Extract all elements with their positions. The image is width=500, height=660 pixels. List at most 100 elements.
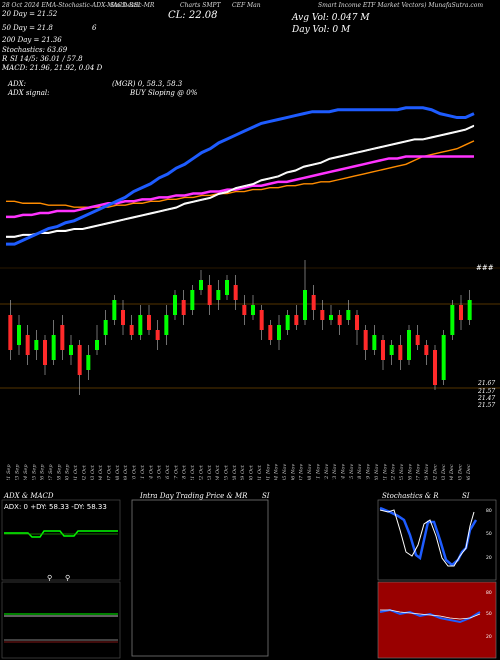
day-volume-label: Day Vol: 0 M — [292, 25, 351, 35]
date-tick-label: 03 Dec — [441, 464, 447, 480]
date-tick-label: 26 Nov — [407, 464, 413, 480]
adx-label: ADX: — [8, 80, 27, 88]
ema20-label: 20 Day = 21.52 — [2, 10, 58, 18]
date-tick-label: 04 Dec — [449, 464, 455, 480]
date-tick-label: 01 Nov — [265, 464, 271, 480]
date-tick-label: 05 Dec — [457, 464, 463, 480]
candle-body — [311, 295, 316, 310]
ema20-line — [6, 106, 475, 246]
candle-body — [337, 315, 342, 325]
candle-body — [138, 315, 143, 335]
candle-body — [459, 305, 463, 320]
date-tick-label: 29 Oct — [240, 464, 246, 480]
date-tick-label: 18 Nov — [357, 464, 363, 480]
adx-macd-title: ADX & MACD — [4, 492, 54, 500]
candle-body — [398, 345, 403, 360]
candle-body — [77, 345, 82, 375]
date-tick-label: 07 Nov — [299, 464, 305, 480]
candle-body — [407, 330, 411, 360]
candle-body — [346, 310, 351, 320]
rsi-r-label: R — [2, 55, 8, 63]
ema-magenta-line — [6, 155, 474, 219]
date-tick-label: 21 Nov — [382, 464, 388, 480]
candle-body — [467, 300, 472, 320]
candle-body — [415, 335, 420, 345]
chart-header-left: 28 Oct 2024 EMA-Stochastic-ADX-MACD-RSI — [2, 2, 141, 9]
date-tick-label: 08 Nov — [307, 464, 313, 480]
candle-body — [363, 330, 368, 350]
candle-body — [277, 325, 281, 340]
date-tick-label: 28 Oct — [232, 464, 238, 480]
date-tick-label: 30 Sep — [65, 464, 71, 480]
chart-link[interactable]: Charts SMPT — [180, 2, 221, 9]
candle-body — [34, 340, 39, 350]
svg-text:50: 50 — [486, 611, 492, 617]
avg-volume-label: Avg Vol: 0.047 M — [292, 13, 370, 23]
candle-body — [329, 315, 333, 320]
date-tick-label: 16 Oct — [165, 464, 171, 480]
date-tick-label: 02 Oct — [81, 464, 87, 480]
date-tick-label: 18 Oct — [182, 464, 188, 480]
date-tick-label: 07 Oct — [106, 464, 112, 480]
rsi-panel: 80 50 20 — [377, 581, 497, 659]
date-tick-label: 24 Sep — [23, 464, 29, 480]
intraday-title: Intra Day Trading Price & MR — [140, 492, 248, 500]
svg-text:20: 20 — [486, 634, 492, 640]
candle-body — [164, 315, 169, 335]
candle-body — [450, 305, 455, 335]
svg-text:80: 80 — [486, 590, 492, 596]
date-tick-label: 25 Sep — [31, 464, 37, 480]
date-tick-label: 27 Nov — [416, 464, 422, 480]
date-tick-label: 11 Nov — [315, 464, 321, 480]
candle-body — [25, 335, 30, 355]
ema200-label: 200 Day = 21.36 — [2, 36, 62, 44]
candle-body — [259, 310, 264, 330]
date-tick-label: 15 Oct — [157, 464, 163, 480]
date-tick-label: 23 Sep — [15, 464, 21, 480]
chart-header-fund: CEF Man — [232, 2, 261, 9]
price-label-4: 21.57 — [478, 402, 496, 409]
date-tick-label: 05 Nov — [282, 464, 288, 480]
date-tick-label: 14 Oct — [148, 464, 154, 480]
candle-body — [433, 350, 437, 385]
hash-price-label: ### — [476, 264, 494, 272]
stochastics-si: SI — [462, 492, 470, 500]
date-tick-label: 06 Nov — [290, 464, 296, 480]
candle-body — [251, 305, 255, 315]
price-label-2: 21.57 — [478, 388, 496, 395]
candle-body — [17, 325, 21, 345]
date-tick-label: 23 Oct — [207, 464, 213, 480]
price-label-1: 21.67 — [478, 380, 496, 387]
date-tick-label: 08 Oct — [115, 464, 121, 480]
date-tick-label: 12 Nov — [324, 464, 330, 480]
macd-panel — [1, 581, 121, 659]
date-tick-label: 04 Oct — [98, 464, 104, 480]
date-tick-label: 25 Nov — [399, 464, 405, 480]
date-tick-label: 10 Oct — [132, 464, 138, 480]
date-tick-label: 14 Nov — [340, 464, 346, 480]
intraday-si: SI — [262, 492, 270, 500]
adx-panel: ⚲ ⚲ — [1, 499, 121, 582]
candle-body — [389, 345, 394, 355]
macd-label: MACD: 21.96, 21.92, 0.04 D — [2, 64, 103, 72]
svg-text:50: 50 — [486, 531, 492, 537]
ema200-line — [6, 140, 475, 208]
candle-body — [173, 295, 177, 315]
date-tick-label: 13 Nov — [332, 464, 338, 480]
ema50-tail: 6 — [92, 24, 97, 32]
date-tick-label: 01 Oct — [73, 464, 79, 480]
candle-body — [181, 300, 186, 315]
intraday-panel — [131, 499, 269, 657]
date-tick-label: 20 Nov — [374, 464, 380, 480]
rsi-value-label: SI 14/5: 36.01 / 57.8 — [10, 55, 83, 63]
date-tick-label: 04 Nov — [274, 464, 280, 480]
date-tick-label: 17 Oct — [173, 464, 179, 480]
candle-body — [190, 290, 195, 310]
candle-body — [381, 340, 385, 360]
date-tick-label: 26 Sep — [40, 464, 46, 480]
candle-body — [8, 315, 13, 350]
candle-body — [233, 285, 238, 300]
stochastics-panel: 80 50 20 — [377, 499, 497, 581]
candle-body — [225, 280, 229, 295]
chart-header-right: Smart Income ETF Market Vectors) MunafaS… — [318, 2, 484, 9]
